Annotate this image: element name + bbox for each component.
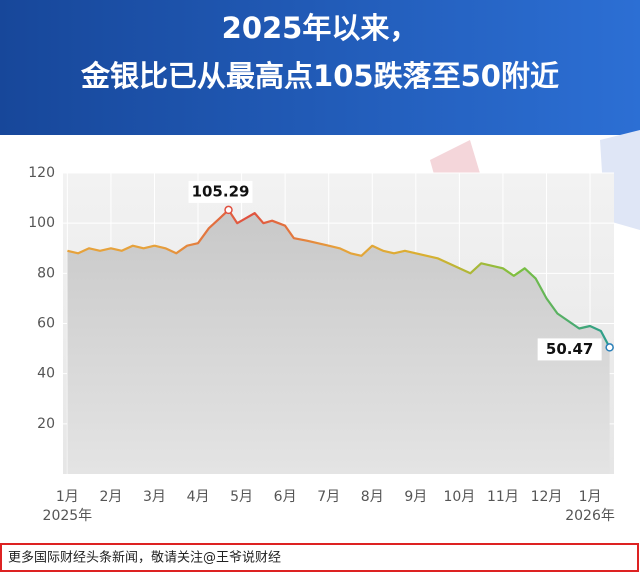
x-tick-label: 4月	[187, 489, 210, 505]
header	[0, 0, 640, 135]
x-tick-label: 9月	[404, 489, 427, 505]
x-tick-label: 8月	[361, 489, 384, 505]
point-marker	[224, 205, 233, 215]
x-tick-label: 10月	[443, 489, 475, 505]
title-line: 2025年以来，	[222, 11, 419, 45]
x-tick-label: 12月	[531, 489, 563, 505]
x-tick-label: 3月	[143, 489, 166, 505]
y-tick-label: 120	[28, 165, 55, 181]
label-box	[537, 338, 602, 361]
label-box	[188, 180, 253, 203]
x-tick-label: 1月	[56, 489, 79, 505]
y-tick-label: 60	[37, 316, 55, 332]
y-tick-label: 100	[28, 215, 55, 231]
x-tick-label: 11月	[487, 489, 519, 505]
title-line: 金银比已从最高点105跌落至50附近	[80, 59, 559, 93]
y-tick-label: 20	[37, 416, 55, 432]
x-tick-label: 6月	[274, 489, 297, 505]
y-tick-label: 40	[37, 366, 55, 382]
area	[67, 209, 610, 474]
x-tick-label: 5月	[230, 489, 253, 505]
y-tick-label: 80	[37, 265, 55, 281]
x-tick-label: 1月	[579, 489, 602, 505]
line	[67, 208, 611, 348]
data-label: 105.29	[192, 182, 250, 200]
footer: 更多国际财经头条新闻，敬请关注@王爷说财经	[8, 550, 281, 566]
year-label: 2026年	[565, 508, 615, 524]
data-label: 50.47	[546, 340, 593, 358]
footer-box	[0, 543, 639, 572]
year-label: 2025年	[43, 508, 93, 524]
x-tick-label: 2月	[99, 489, 122, 505]
x-tick-label: 7月	[317, 489, 340, 505]
point-marker	[605, 343, 614, 352]
